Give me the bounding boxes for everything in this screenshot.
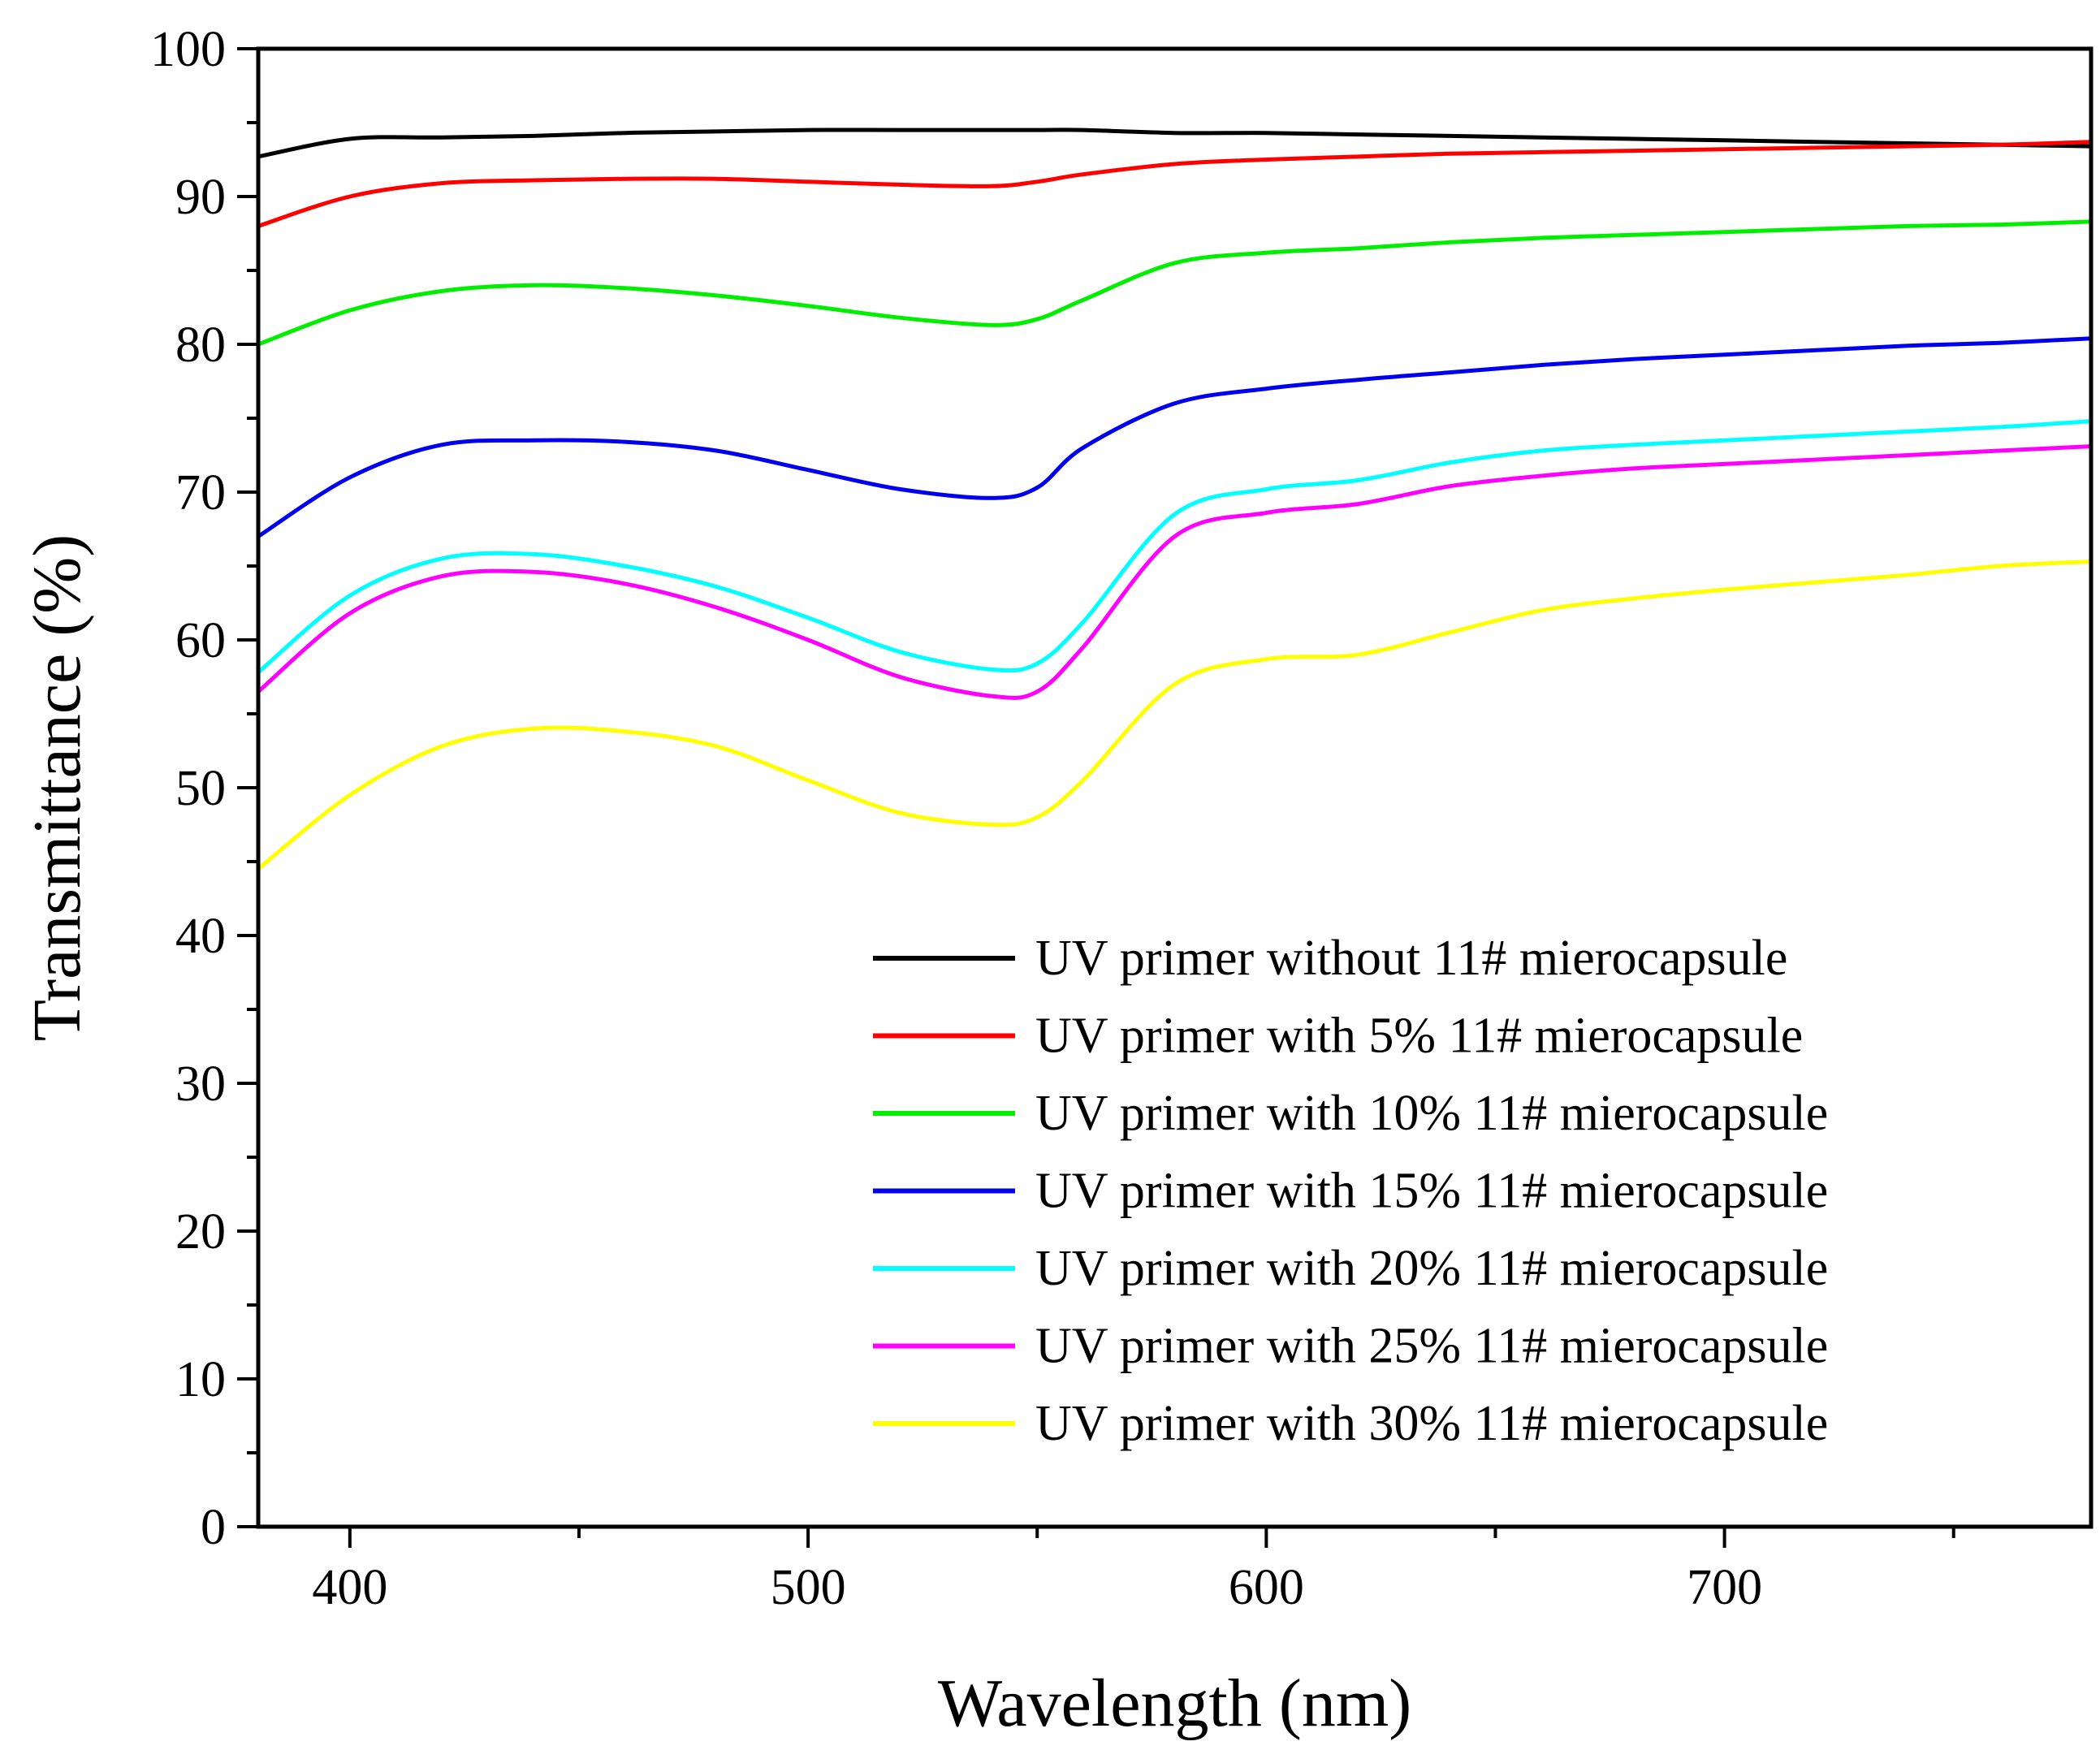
series-layer bbox=[256, 127, 2094, 871]
plot-frame bbox=[256, 46, 2094, 1529]
y-tick-label: 0 bbox=[201, 1500, 226, 1555]
y-tick-label: 20 bbox=[175, 1204, 226, 1260]
x-tick-label: 400 bbox=[312, 1560, 387, 1615]
y-tick-label: 50 bbox=[175, 761, 226, 816]
y-tick-label: 30 bbox=[175, 1057, 226, 1112]
y-tick-label: 60 bbox=[175, 613, 226, 668]
series-line-2 bbox=[256, 219, 2094, 347]
y-tick-label: 40 bbox=[175, 909, 226, 964]
legend-label-1: UV primer with 5% 11# mierocapsule bbox=[1035, 1009, 1803, 1064]
x-axis-title: Wavelength (nm) bbox=[938, 1666, 1411, 1741]
series-line-4 bbox=[256, 419, 2094, 675]
y-tick-label: 10 bbox=[175, 1352, 226, 1407]
legend-label-5: UV primer with 25% 11# mierocapsule bbox=[1035, 1319, 1828, 1374]
x-tick-label: 600 bbox=[1229, 1560, 1304, 1615]
legend-label-4: UV primer with 20% 11# mierocapsule bbox=[1035, 1241, 1828, 1296]
legend-label-6: UV primer with 30% 11# mierocapsule bbox=[1035, 1396, 1828, 1451]
axes-layer: 0 10 20 30 40 50 60 70 80 90 100 400 500 600 700 bbox=[150, 22, 2094, 1615]
legend: UV primer without 11# mierocapsule UV pri… bbox=[873, 931, 1828, 1451]
x-tick-label: 500 bbox=[771, 1560, 846, 1615]
legend-label-2: UV primer with 10% 11# mierocapsule bbox=[1035, 1086, 1828, 1141]
legend-label-3: UV primer with 15% 11# mierocapsule bbox=[1035, 1164, 1828, 1219]
y-tick-label: 90 bbox=[175, 170, 226, 225]
legend-label-0: UV primer without 11# mierocapsule bbox=[1035, 931, 1787, 986]
x-tick-label: 700 bbox=[1687, 1560, 1762, 1615]
y-tick-label: 100 bbox=[150, 22, 226, 77]
series-line-5 bbox=[256, 444, 2094, 700]
series-line-3 bbox=[256, 336, 2094, 539]
y-axis-title: Transmittance (%) bbox=[19, 534, 95, 1041]
series-line-1 bbox=[256, 140, 2094, 228]
y-tick-label: 70 bbox=[175, 465, 226, 521]
series-line-0 bbox=[256, 127, 2094, 159]
y-tick-label: 80 bbox=[175, 318, 226, 373]
series-line-6 bbox=[256, 560, 2094, 871]
